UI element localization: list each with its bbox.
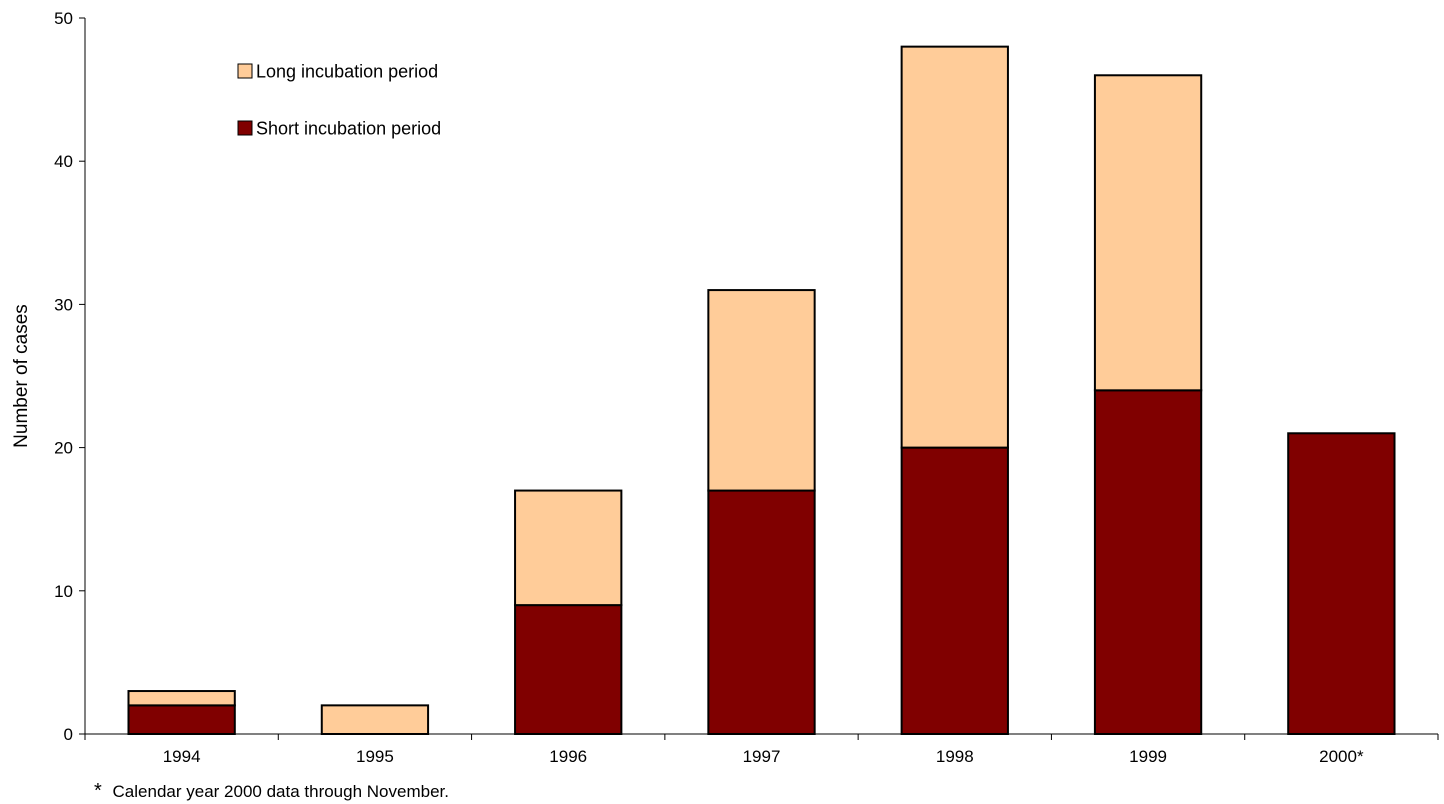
x-tick-label-2000: 2000*: [1319, 747, 1364, 766]
y-axis-title: Number of cases: [11, 304, 32, 448]
legend-swatch-long-incubation-period: [237, 63, 253, 79]
x-tick-label-1997: 1997: [743, 747, 781, 766]
bar-long-incubation-period-1999: [1093, 74, 1203, 392]
bar-short-incubation-period-1999: [1093, 389, 1203, 735]
y-tick-label-10: 10: [54, 582, 73, 601]
y-tick-label-30: 30: [54, 295, 73, 314]
axes-layer: 0 10 20 30 40 50 1994 1995 1996 1997 1998 1999 2000*: [54, 9, 1439, 766]
x-tick-label-1994: 1994: [163, 747, 201, 766]
footnote-marker: *: [94, 780, 102, 802]
bar-short-incubation-period-1998: [900, 446, 1009, 735]
y-tick-label-0: 0: [64, 725, 73, 744]
footnote: * Calendar year 2000 data through Novemb…: [94, 780, 449, 802]
bars-layer: [127, 45, 1396, 735]
x-tick-label-1995: 1995: [356, 747, 394, 766]
footnote-text: Calendar year 2000 data through November…: [113, 782, 449, 801]
bar-long-incubation-period-1998: [900, 45, 1009, 449]
bar-short-incubation-period-1994: [127, 704, 236, 735]
bar-long-incubation-period-1994: [127, 690, 236, 707]
legend-label-short-incubation-period: Short incubation period: [256, 119, 441, 139]
y-tick-label-40: 40: [54, 152, 73, 171]
y-tick-label-50: 50: [54, 9, 73, 28]
bar-short-incubation-period-2000: [1287, 432, 1396, 735]
bar-long-incubation-period-1997: [707, 289, 816, 492]
x-tick-label-1999: 1999: [1129, 747, 1167, 766]
x-tick-label-1996: 1996: [549, 747, 587, 766]
bar-short-incubation-period-1996: [514, 604, 623, 735]
legend: Long incubation period Short incubation p…: [237, 62, 441, 139]
bar-long-incubation-period-1995: [320, 704, 430, 735]
bar-long-incubation-period-1996: [514, 489, 623, 607]
y-tick-label-20: 20: [54, 439, 73, 458]
legend-swatch-short-incubation-period: [237, 120, 253, 136]
bar-short-incubation-period-1997: [707, 489, 816, 735]
x-tick-label-1998: 1998: [936, 747, 974, 766]
legend-label-long-incubation-period: Long incubation period: [256, 62, 438, 82]
